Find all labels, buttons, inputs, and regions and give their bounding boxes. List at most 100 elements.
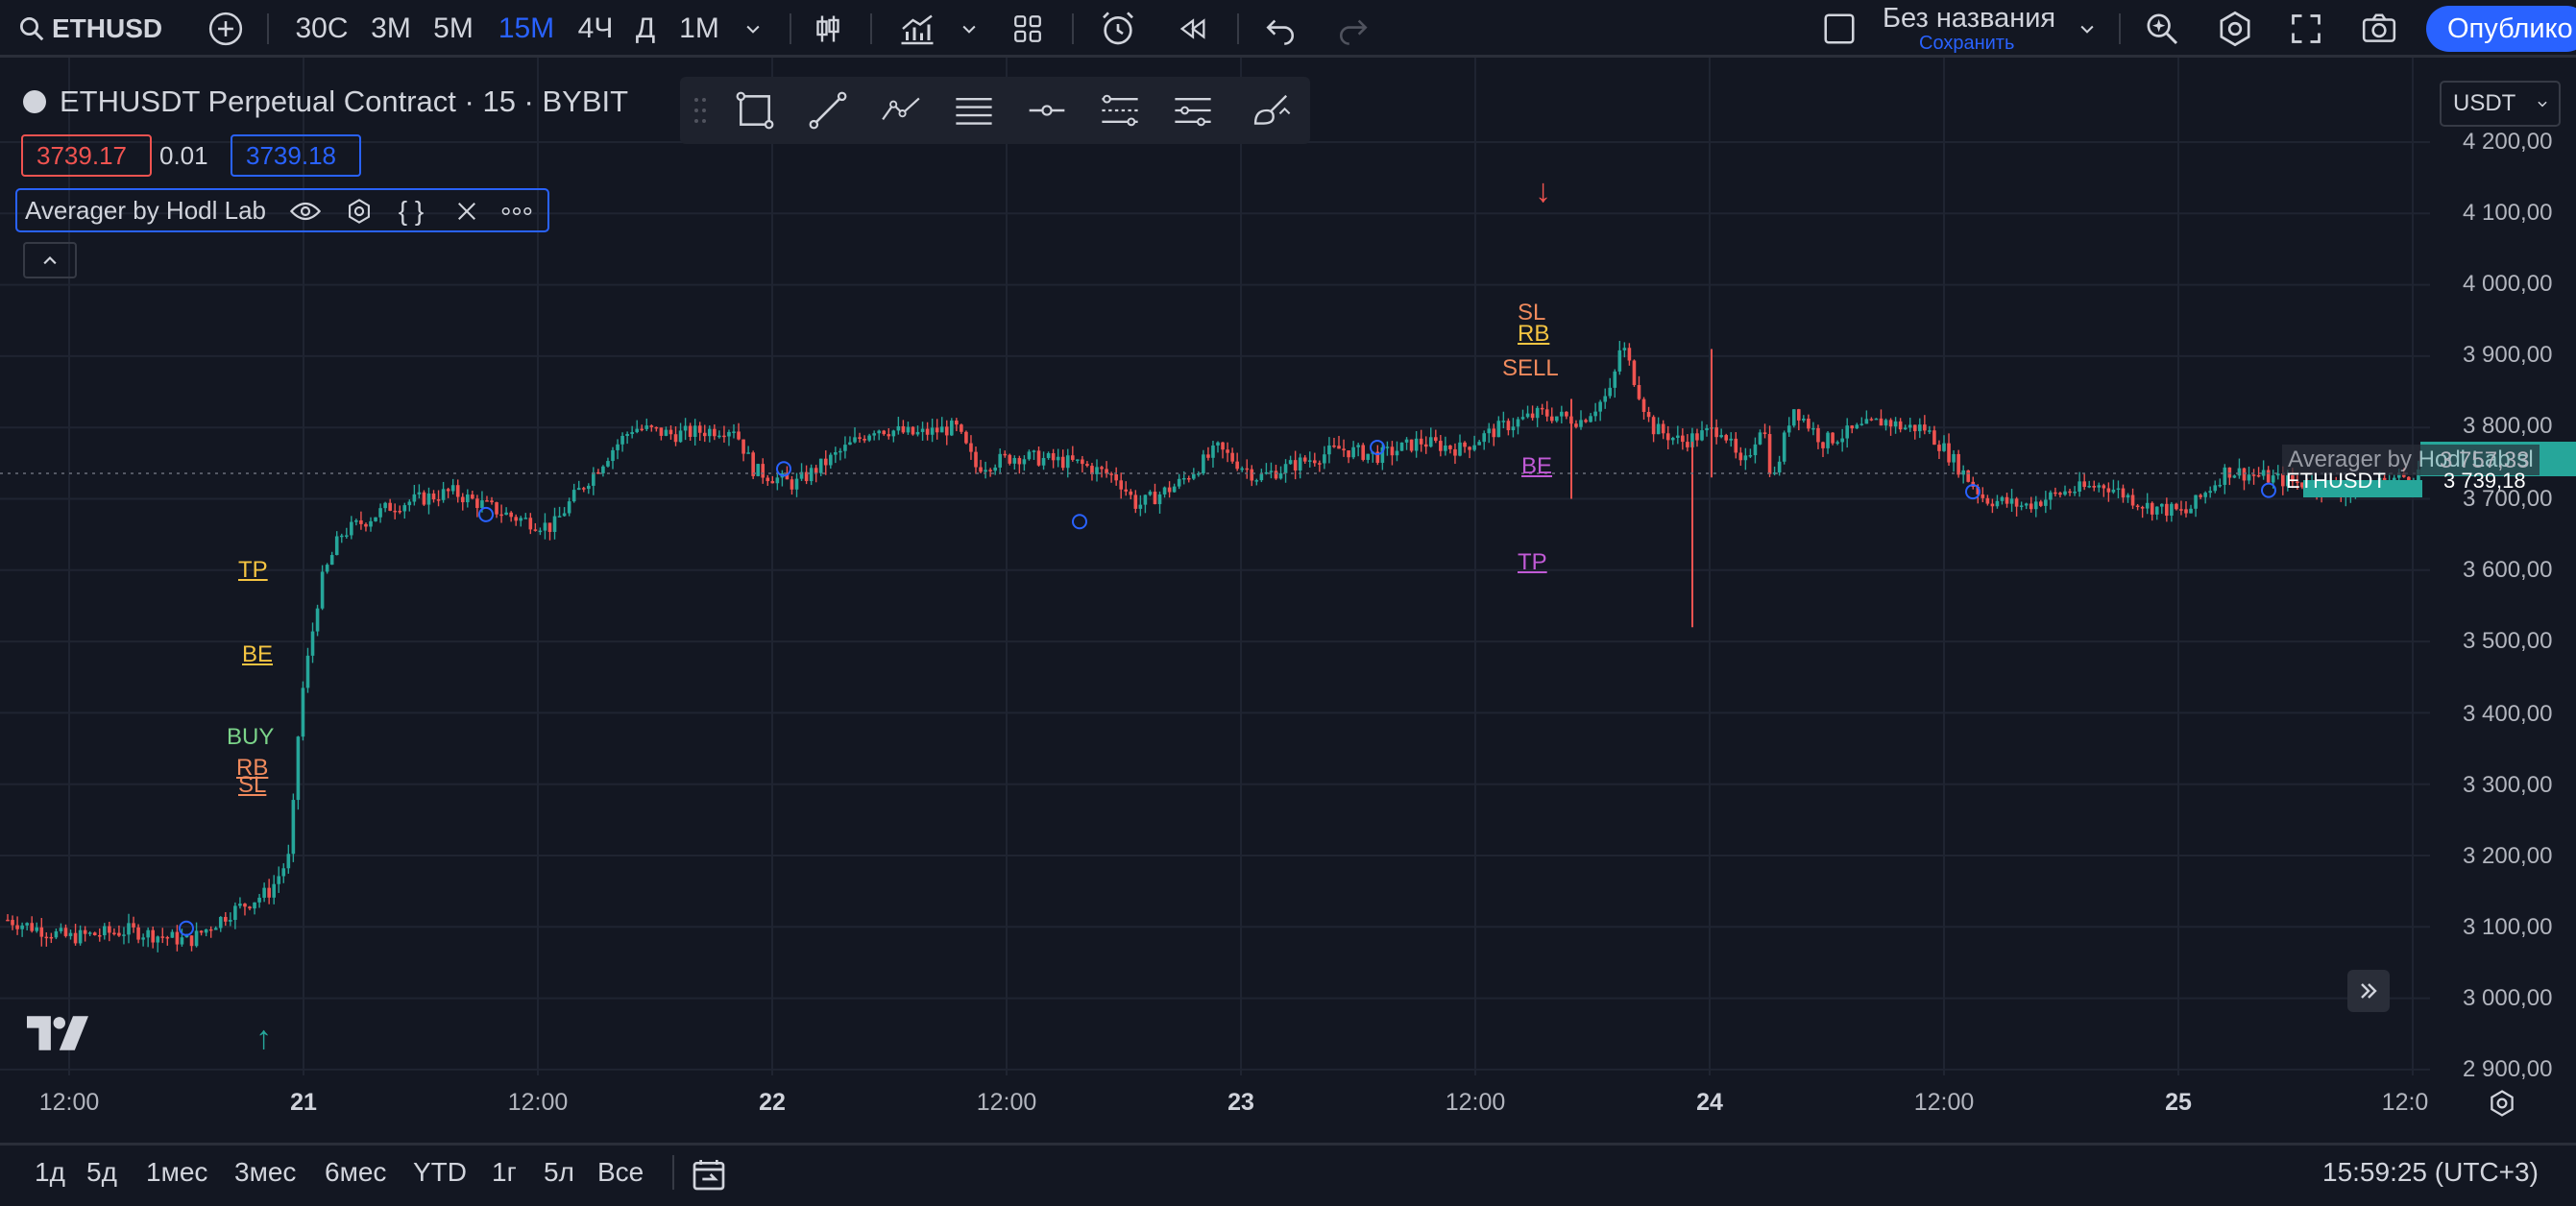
layout-dropdown[interactable] [2073,0,2102,58]
timeframe-dropdown[interactable] [736,0,770,58]
scroll-to-realtime-button[interactable] [2347,970,2390,1012]
square-icon [1824,13,1855,44]
candle-body [1133,494,1138,509]
replay-button[interactable] [1170,0,1216,58]
candle-body [436,499,441,501]
compare-add-button[interactable] [202,0,250,58]
candle-body [422,492,426,505]
candle-body [1206,454,1210,458]
parallel-channel-tool-icon[interactable] [1172,89,1214,132]
candle-body [576,488,581,491]
close-icon[interactable] [451,196,482,227]
fib-tool-icon[interactable] [953,89,995,132]
chart-settings-button[interactable] [2488,1089,2516,1122]
candle-body [2232,475,2237,478]
candle-body [184,935,189,938]
range-3m-button[interactable]: 3мес [234,1157,297,1187]
range-5d-button[interactable]: 5д [86,1157,117,1187]
redo-button[interactable] [1331,0,1375,58]
indicators-dropdown[interactable] [955,0,984,58]
last-price-symbol: ETHUSDT [2286,469,2386,493]
timeframe-5m[interactable]: 5М [433,12,474,44]
source-code-icon[interactable]: { } [398,196,425,226]
range-5y-button[interactable]: 5л [544,1157,574,1187]
range-all-button[interactable]: Все [597,1157,644,1187]
bid-price-button[interactable]: 3739.17 [21,134,152,177]
layout-checkbox[interactable] [1819,0,1859,58]
layout-name-menu[interactable]: Без названия Сохранить [1883,0,2065,58]
currency-select[interactable]: USDT [2440,81,2561,127]
candle-body [1981,494,1985,498]
timeframe-4h[interactable]: 4Ч [577,12,614,44]
candle-body [301,687,305,737]
y-tick: 4 000,00 [2463,271,2553,297]
candle-body [887,434,891,437]
candle-body [950,421,954,436]
chart-legend-title[interactable]: ETHUSDT Perpetual Contract · 15 · BYBIT [23,84,628,119]
eye-icon[interactable] [290,196,321,227]
candle-body [1816,427,1820,443]
candlestick-chart[interactable] [0,58,2576,1143]
candle-body [2073,492,2077,494]
rectangle-tool-icon[interactable] [734,89,776,132]
quick-search-button[interactable] [2138,0,2186,58]
indicators-button[interactable] [893,0,941,58]
candle-body [1361,445,1365,460]
candle-body [2251,474,2256,476]
candle-body [30,923,34,931]
save-link[interactable]: Сохранить [1919,32,2015,54]
settings-icon[interactable] [344,196,375,227]
trend-line-tool-icon[interactable] [807,89,849,132]
symbol-search[interactable]: ETHUSD [17,0,181,58]
chevron-down-icon [746,25,760,34]
candle-style-button[interactable] [807,0,849,58]
timeframe-3m[interactable]: 3М [371,12,411,44]
candle-body [993,467,997,471]
fullscreen-button[interactable] [2284,0,2328,58]
candle-body [1095,467,1099,474]
candle-body [2300,482,2304,488]
buy-arrow-up-icon: ↑ [255,1020,272,1056]
timeframe-1month[interactable]: 1М [679,12,719,44]
range-1y-button[interactable]: 1г [492,1157,517,1187]
range-1d-button[interactable]: 1д [35,1157,65,1187]
candle-body [1423,444,1428,447]
ask-price-button[interactable]: 3739.18 [231,134,361,177]
brush-tool-icon[interactable] [1251,89,1293,132]
layout-title: Без названия [1883,2,2056,34]
timeframe-30s[interactable]: 30С [295,12,349,44]
candle-body [1119,480,1123,490]
candle-body [1448,446,1452,449]
more-options-icon[interactable] [501,196,532,227]
templates-button[interactable] [1007,0,1049,58]
indicator-legend[interactable]: Averager by Hodl Lab { } [15,188,549,232]
range-6m-button[interactable]: 6мес [325,1157,387,1187]
candle-body [1535,407,1540,419]
candle-body [659,427,664,436]
candle-body [838,450,842,453]
candle-body [151,929,155,943]
horizontal-ray-tool-icon[interactable] [1026,89,1068,132]
settings-button[interactable] [2211,0,2259,58]
timezone-clock[interactable]: 15:59:25 (UTC+3) [2322,1157,2539,1187]
range-ytd-button[interactable]: YTD [413,1157,467,1187]
candle-body [1782,432,1786,462]
chart-pane[interactable] [0,58,2576,1143]
y-tick: 3 600,00 [2463,557,2553,583]
timeframe-day[interactable]: Д [635,12,656,44]
path-tool-icon[interactable] [880,89,922,132]
drawing-toolbar[interactable] [680,77,1310,144]
undo-button[interactable] [1258,0,1302,58]
collapse-legend-button[interactable] [23,242,77,278]
candle-body [2194,494,2198,509]
date-range-button[interactable] [690,1155,728,1198]
snapshot-button[interactable] [2355,0,2403,58]
range-1m-button[interactable]: 1мес [146,1157,208,1187]
candle-body [2189,508,2193,514]
pitchfork-tool-icon[interactable] [1099,89,1141,132]
candle-body [208,929,213,931]
alert-button[interactable] [1095,0,1141,58]
drag-handle-icon[interactable] [688,89,713,132]
publish-button[interactable]: Опублико [2426,6,2576,52]
timeframe-15m[interactable]: 15М [498,12,555,44]
